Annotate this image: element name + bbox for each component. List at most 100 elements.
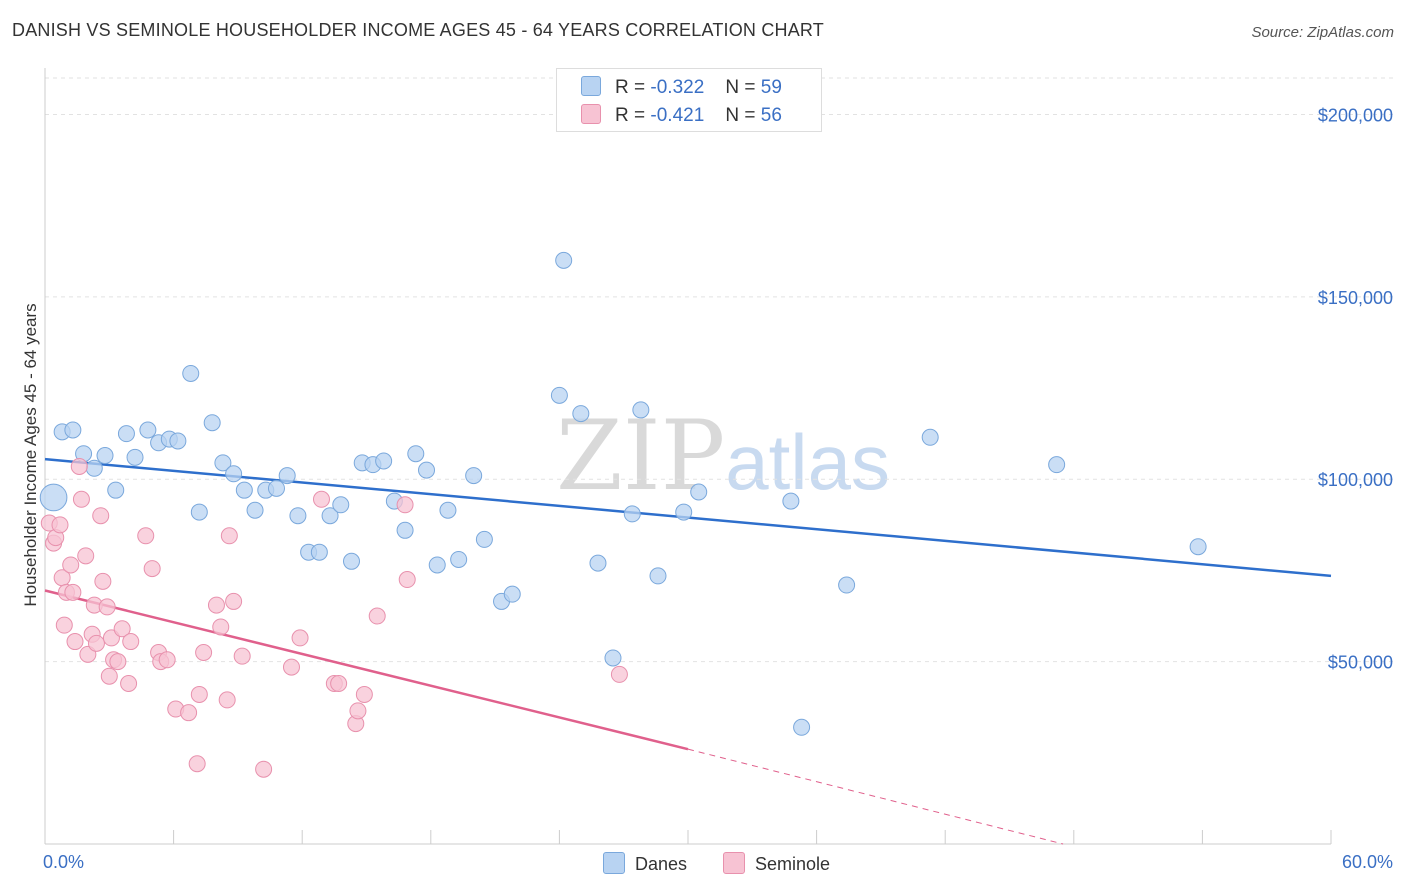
seminole-n-label: N = [725, 105, 756, 126]
seminole-point [77, 547, 95, 565]
danes-point [428, 556, 446, 574]
seminole-r-label: R = [615, 105, 646, 126]
danes-point [572, 405, 590, 423]
danes-n-label: N = [725, 77, 756, 98]
danes-point [439, 501, 457, 519]
danes-point [921, 428, 939, 446]
seminole-legend-label: Seminole [755, 854, 831, 874]
danes-point [332, 496, 350, 514]
danes-point [85, 459, 103, 477]
seminole-point [180, 704, 198, 722]
seminole-point [312, 490, 330, 508]
seminole-point [72, 490, 90, 508]
seminole-point [64, 583, 82, 601]
danes-point [782, 492, 800, 510]
danes-legend-label: Danes [635, 854, 688, 874]
seminole-point [188, 755, 206, 773]
danes-point [838, 576, 856, 594]
seminole-point [122, 633, 140, 651]
danes-point [64, 421, 82, 439]
seminole-trend-line [44, 589, 689, 751]
seminole-point [610, 665, 628, 683]
correlation-legend: R = -0.322 N = 59 R = -0.421 N = 56 [556, 68, 822, 132]
danes-point [604, 649, 622, 667]
seminole-point [51, 516, 69, 534]
danes-swatch [581, 76, 601, 96]
seminole-point [109, 653, 127, 671]
danes-point [39, 483, 68, 512]
seminole-r-value: -0.421 [650, 105, 705, 126]
danes-point [169, 432, 187, 450]
seminole-point [220, 527, 238, 545]
seminole-point [368, 607, 386, 625]
bottom-legend-seminole: Seminole [723, 852, 830, 875]
danes-point [407, 445, 425, 463]
danes-point [235, 481, 253, 499]
seminole-n-value: 56 [760, 105, 782, 126]
danes-point [550, 386, 568, 404]
seminole-swatch [581, 104, 601, 124]
seminole-legend-swatch [723, 852, 745, 874]
danes-point [310, 543, 328, 561]
danes-point [450, 550, 468, 568]
danes-point [117, 425, 135, 443]
danes-point [396, 521, 414, 539]
seminole-point [113, 620, 131, 638]
legend-row-danes: R = -0.322 N = 59 [581, 76, 782, 99]
danes-point [139, 421, 157, 439]
danes-point [623, 505, 641, 523]
danes-point [632, 401, 650, 419]
seminole-point [233, 647, 251, 665]
danes-n-value: 59 [760, 77, 782, 98]
danes-point [214, 454, 232, 472]
seminole-point [195, 644, 213, 661]
danes-point [475, 530, 493, 548]
x-tick-label: 0.0% [43, 852, 84, 872]
danes-point [1048, 456, 1066, 474]
danes-point [675, 503, 693, 521]
tick-labels: $50,000 $100,000 $150,000 $200,000 0.0% 60.0% [43, 105, 1393, 872]
danes-point [96, 447, 114, 465]
seminole-point [207, 596, 225, 614]
danes-point [503, 585, 521, 603]
seminole-point [120, 675, 138, 693]
seminole-point [225, 592, 243, 610]
y-axis-label: Householder Income Ages 45 - 64 years [21, 303, 40, 606]
seminole-point [218, 691, 236, 709]
seminole-point [190, 685, 208, 703]
seminole-point [291, 629, 309, 647]
seminole-trend-line-extension [687, 748, 1064, 845]
danes-point [126, 448, 144, 466]
danes-r-label: R = [615, 77, 646, 98]
chart-title: DANISH VS SEMINOLE HOUSEHOLDER INCOME AG… [12, 20, 824, 40]
danes-point [589, 554, 607, 572]
seminole-point [355, 685, 373, 703]
seminole-point [212, 618, 230, 636]
seminole-point [87, 634, 105, 652]
seminole-point [137, 527, 155, 545]
y-tick-label: $150,000 [1318, 288, 1393, 308]
seminole-point [349, 702, 367, 720]
danes-point [107, 481, 125, 499]
y-tick-label: $100,000 [1318, 470, 1393, 490]
seminole-point [66, 633, 84, 651]
danes-point [690, 483, 708, 501]
danes-point [246, 501, 264, 519]
data-points [39, 251, 1207, 778]
source-label: Source: ZipAtlas.com [1251, 24, 1394, 41]
danes-point [289, 507, 307, 525]
seminole-point [70, 457, 88, 475]
y-tick-label: $50,000 [1328, 653, 1393, 673]
seminole-point [396, 496, 414, 514]
x-tick-label: 60.0% [1342, 852, 1393, 872]
danes-point [342, 552, 360, 570]
danes-point [649, 567, 667, 585]
seminole-point [100, 667, 118, 685]
danes-point [225, 465, 243, 483]
danes-point [321, 507, 339, 525]
danes-r-value: -0.322 [650, 77, 705, 98]
danes-point [418, 461, 436, 479]
danes-point [555, 251, 573, 269]
seminole-point [255, 760, 273, 778]
seminole-point [282, 658, 300, 676]
